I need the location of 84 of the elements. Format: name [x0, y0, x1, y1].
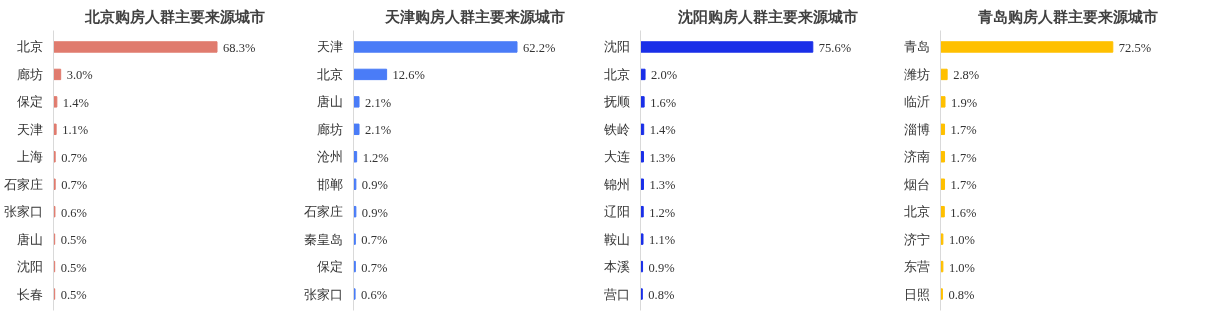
y-tick-label: 秦皇岛: [303, 231, 343, 247]
data-label: 3.0%: [66, 68, 93, 83]
data-label: 62.2%: [523, 40, 556, 55]
y-tick-label: 邯郸: [316, 176, 343, 192]
chart-title: 北京购房人群主要来源城市: [83, 7, 265, 26]
y-tick-label: 青岛: [903, 39, 930, 55]
data-label: 0.6%: [361, 288, 388, 303]
data-label: 1.0%: [948, 260, 975, 275]
y-tick-label: 石家庄: [303, 204, 343, 220]
data-label: 2.1%: [365, 123, 392, 138]
data-label: 1.2%: [649, 205, 676, 220]
y-tick-label: 济宁: [903, 231, 930, 247]
y-tick-label: 鞍山: [603, 231, 630, 247]
data-label: 1.7%: [950, 178, 977, 193]
data-label: 72.5%: [1118, 40, 1152, 55]
chart-title: 天津购房人群主要来源城市: [383, 7, 565, 26]
data-label: 1.9%: [951, 95, 978, 110]
y-tick-label: 张家口: [3, 204, 43, 220]
y-tick-label: 日照: [903, 286, 930, 302]
y-tick-label: 石家庄: [3, 176, 43, 192]
data-label: 0.7%: [61, 178, 88, 193]
y-tick-label: 东营: [903, 259, 930, 275]
data-label: 1.7%: [950, 150, 977, 165]
y-tick-label: 本溪: [603, 259, 630, 275]
data-label: 0.8%: [948, 288, 975, 303]
data-label: 12.6%: [392, 68, 425, 83]
y-tick-label: 锦州: [602, 176, 630, 192]
data-label: 1.6%: [950, 205, 977, 220]
data-label: 0.9%: [361, 205, 388, 220]
data-label: 0.9%: [648, 260, 675, 275]
y-tick-label: 天津: [16, 121, 43, 137]
data-label: 1.1%: [62, 123, 89, 138]
data-label: 0.5%: [60, 233, 87, 248]
data-label: 2.8%: [953, 68, 980, 83]
y-tick-label: 北京: [603, 66, 630, 82]
y-tick-label: 抚顺: [602, 94, 630, 110]
data-label: 0.7%: [361, 233, 388, 248]
y-tick-label: 北京: [16, 39, 43, 55]
y-tick-label: 临沂: [903, 94, 930, 110]
data-label: 1.4%: [62, 95, 89, 110]
data-label: 0.7%: [61, 150, 88, 165]
data-label: 1.3%: [649, 150, 676, 165]
chart-title: 沈阳购房人群主要来源城市: [677, 7, 858, 26]
y-tick-label: 长春: [16, 286, 43, 302]
y-tick-label: 淄博: [903, 121, 930, 137]
y-tick-label: 辽阳: [603, 204, 630, 220]
data-label: 0.5%: [60, 260, 87, 275]
data-label: 1.0%: [948, 233, 975, 248]
y-tick-label: 营口: [603, 286, 630, 302]
y-tick-label: 沈阳: [16, 259, 43, 275]
y-tick-label: 张家口: [303, 286, 343, 302]
y-tick-label: 北京: [316, 66, 343, 82]
y-tick-label: 沈阳: [603, 39, 630, 55]
y-tick-label: 保定: [316, 259, 343, 275]
y-tick-label: 济南: [903, 149, 930, 165]
data-label: 0.5%: [60, 288, 87, 303]
data-label: 1.2%: [362, 150, 389, 165]
y-tick-label: 沧州: [316, 149, 343, 165]
y-tick-label: 大连: [603, 149, 630, 165]
y-tick-label: 上海: [16, 149, 43, 165]
data-label: 0.8%: [648, 288, 675, 303]
data-label: 1.3%: [649, 178, 676, 193]
y-tick-label: 北京: [903, 204, 930, 220]
y-tick-label: 铁岭: [602, 121, 630, 137]
y-tick-label: 天津: [316, 39, 343, 55]
y-tick-label: 廊坊: [316, 121, 343, 137]
data-label: 0.9%: [361, 178, 388, 193]
y-tick-label: 烟台: [903, 176, 930, 192]
data-label: 0.7%: [361, 260, 388, 275]
data-label: 75.6%: [818, 40, 852, 55]
y-tick-label: 廊坊: [16, 66, 43, 82]
data-label: 1.4%: [649, 123, 676, 138]
data-label: 1.1%: [649, 233, 676, 248]
y-tick-label: 保定: [16, 94, 43, 110]
data-label: 68.3%: [223, 40, 256, 55]
data-label: 1.6%: [650, 95, 677, 110]
data-label: 2.1%: [365, 95, 392, 110]
data-label: 2.0%: [651, 68, 678, 83]
data-label: 0.6%: [60, 205, 87, 220]
data-label: 1.7%: [950, 123, 977, 138]
chart-title: 青岛购房人群主要来源城市: [977, 7, 1158, 26]
y-tick-label: 唐山: [16, 231, 43, 247]
y-tick-label: 唐山: [316, 94, 343, 110]
y-tick-label: 潍坊: [903, 66, 930, 82]
